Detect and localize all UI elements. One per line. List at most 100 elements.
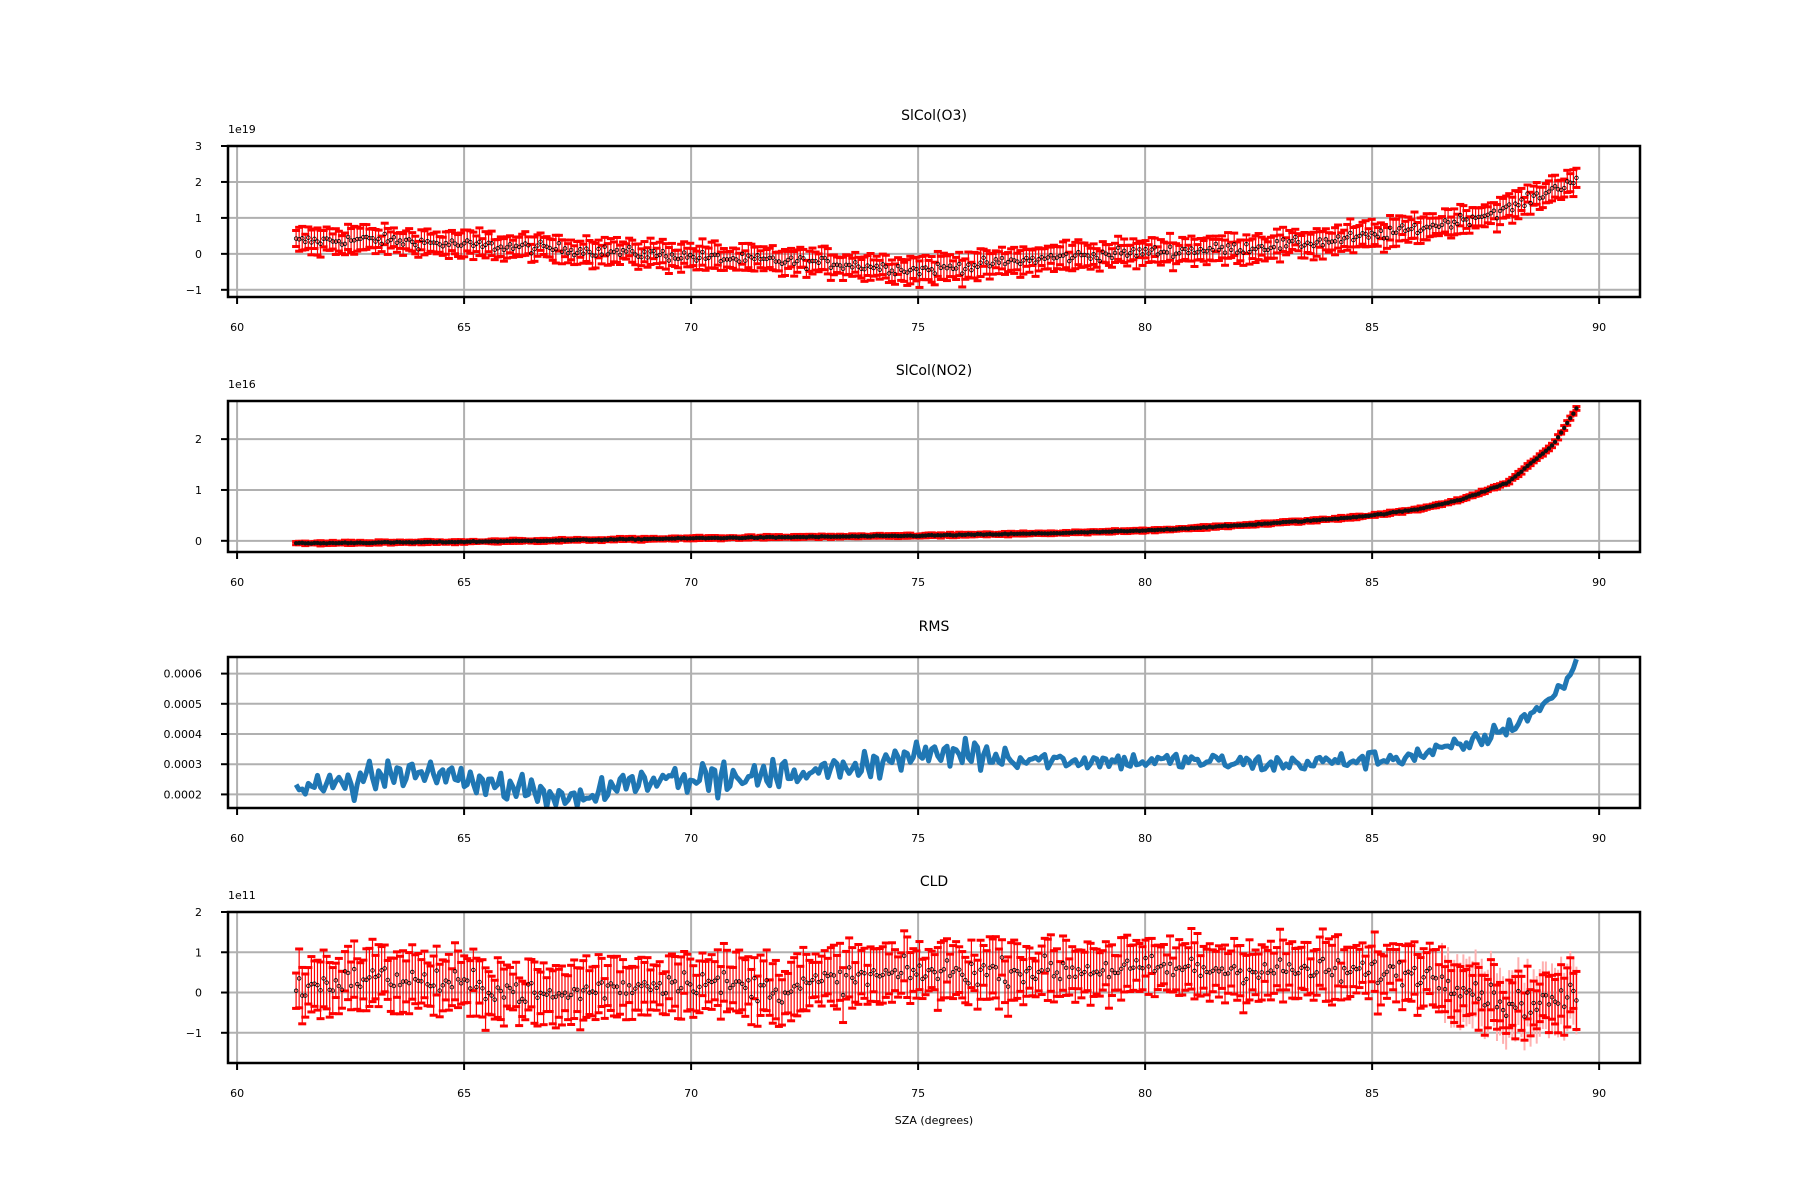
data-point — [1287, 239, 1292, 244]
data-point — [1082, 252, 1087, 258]
data-point — [1562, 425, 1567, 431]
data-point — [880, 972, 885, 978]
data-point — [834, 534, 840, 539]
x-tick-label: 90 — [1592, 832, 1606, 845]
data-point — [801, 976, 806, 981]
data-point — [400, 242, 406, 247]
data-point — [752, 535, 757, 541]
data-point — [1546, 189, 1552, 194]
data-point — [593, 990, 598, 996]
data-point — [822, 970, 827, 976]
data-point — [953, 266, 959, 271]
x-tick-label: 75 — [911, 576, 925, 589]
data-point — [804, 266, 809, 272]
data-point — [605, 252, 610, 257]
data-point — [336, 540, 342, 546]
data-point — [428, 983, 433, 989]
data-point — [697, 535, 702, 541]
data-point — [1250, 522, 1255, 527]
data-point — [810, 977, 815, 983]
data-point — [846, 262, 852, 268]
data-point — [859, 533, 864, 539]
data-point — [862, 971, 867, 976]
data-point — [1235, 250, 1240, 255]
data-point — [367, 235, 372, 241]
data-point — [489, 539, 494, 544]
data-point — [1494, 216, 1500, 221]
data-point — [1568, 415, 1573, 421]
data-point — [330, 988, 335, 993]
data-point — [1549, 186, 1555, 191]
data-point — [1140, 528, 1145, 533]
data-point — [746, 253, 751, 258]
y-tick-label: 1 — [195, 212, 202, 225]
data-point — [309, 982, 314, 987]
data-point — [871, 265, 876, 271]
data-point — [886, 271, 892, 276]
data-point — [541, 243, 546, 249]
data-point — [877, 267, 882, 272]
data-point — [966, 262, 971, 267]
data-point — [1186, 250, 1191, 256]
data-point — [330, 239, 335, 244]
data-point — [712, 978, 717, 983]
data-point — [932, 271, 937, 276]
data-point — [736, 979, 742, 984]
data-point — [581, 251, 586, 256]
data-point — [831, 973, 837, 978]
data-point — [956, 261, 962, 267]
data-point — [562, 990, 568, 995]
data-point — [602, 996, 607, 1001]
data-point — [1531, 193, 1536, 198]
data-point — [575, 250, 580, 256]
data-point — [614, 984, 620, 989]
data-point — [1562, 185, 1567, 191]
data-point — [846, 965, 852, 970]
data-point — [498, 988, 504, 994]
data-point — [1519, 469, 1524, 474]
data-point — [596, 246, 601, 252]
data-point — [348, 238, 354, 243]
data-point — [452, 241, 458, 246]
data-point — [700, 249, 705, 255]
data-point — [1164, 250, 1170, 255]
data-point — [416, 978, 421, 984]
data-point — [975, 264, 980, 270]
data-point — [1571, 180, 1576, 186]
data-point — [602, 244, 607, 249]
data-point — [807, 534, 812, 539]
data-point — [697, 255, 702, 261]
data-point — [636, 254, 641, 259]
data-point — [779, 1000, 785, 1005]
data-point — [1418, 228, 1423, 233]
data-point — [1366, 235, 1371, 240]
data-point — [1519, 197, 1524, 202]
data-point — [1036, 257, 1041, 262]
data-point — [388, 237, 394, 243]
data-point — [1274, 520, 1280, 525]
data-point — [672, 256, 678, 261]
data-point — [394, 972, 400, 977]
data-layer — [292, 926, 1581, 1051]
data-point — [348, 983, 354, 989]
data-point — [370, 235, 375, 241]
data-point — [758, 983, 763, 988]
data-point — [1381, 236, 1387, 241]
x-tick-label: 60 — [230, 832, 244, 845]
data-point — [843, 973, 849, 978]
data-point — [623, 991, 629, 996]
data-point — [688, 982, 693, 987]
chart-panel-3: 60 65 70 75 80 85 90 0.0002 0.0003 0.0004 0.0005 0.… — [164, 619, 1642, 845]
data-point — [791, 261, 797, 267]
data-point — [1317, 237, 1322, 242]
data-point — [681, 970, 687, 975]
data-point — [520, 996, 525, 1002]
data-point — [740, 251, 745, 257]
data-point — [458, 243, 464, 248]
data-point — [743, 985, 748, 991]
x-tick-label: 90 — [1592, 321, 1606, 334]
data-point — [321, 236, 326, 241]
data-point — [834, 262, 840, 267]
data-point — [1302, 243, 1307, 248]
